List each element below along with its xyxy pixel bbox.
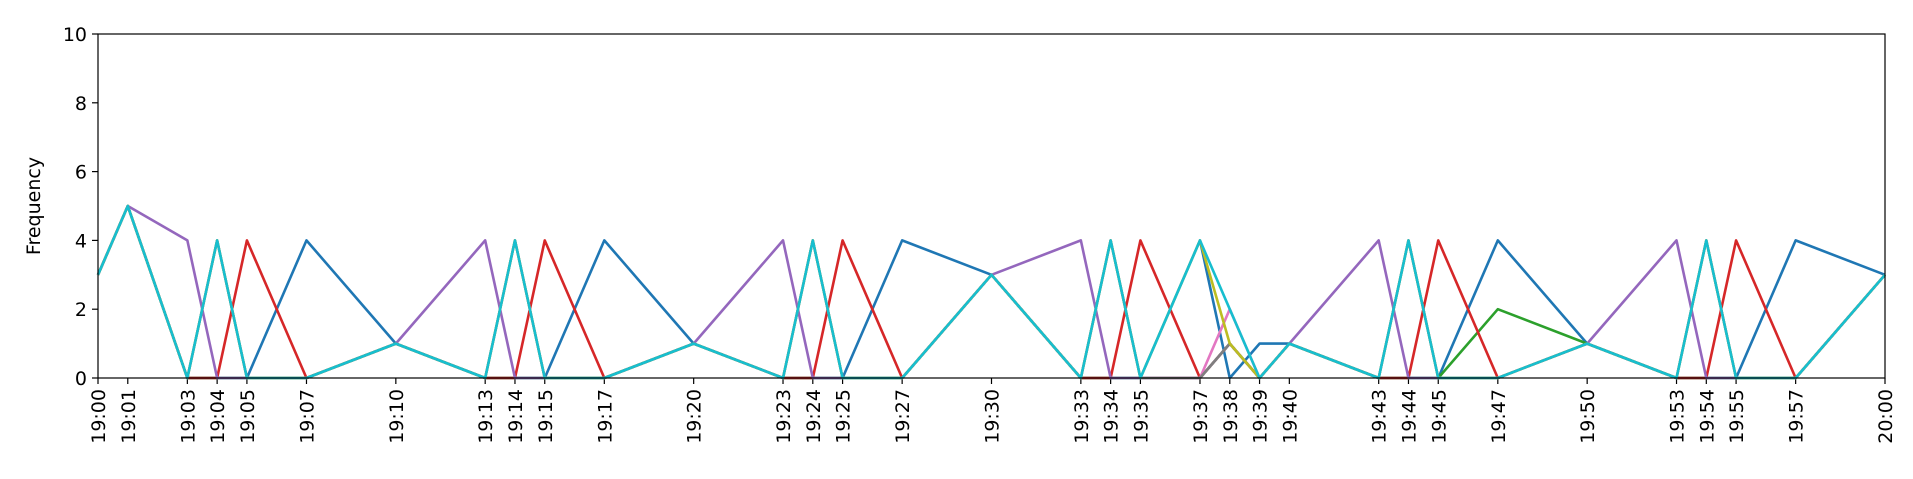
x-tick-label: 19:23 <box>773 389 795 444</box>
x-tick-label: 19:24 <box>803 389 825 444</box>
x-tick-label: 19:34 <box>1101 389 1123 444</box>
series-line <box>96 204 1886 380</box>
series-line <box>96 204 1886 380</box>
x-tick-label: 19:15 <box>535 389 557 444</box>
series-line <box>96 204 1886 380</box>
x-tick-label: 19:10 <box>386 389 408 444</box>
x-tick-label: 19:53 <box>1667 389 1689 444</box>
x-tick-label: 19:47 <box>1488 389 1510 444</box>
x-tick-label: 19:57 <box>1786 389 1808 444</box>
y-tick-label: 8 <box>75 93 87 115</box>
x-tick-label: 19:40 <box>1279 389 1301 444</box>
x-tick-label: 20:00 <box>1875 389 1897 444</box>
x-tick-label: 19:44 <box>1398 389 1420 444</box>
x-tick-label: 19:07 <box>296 389 318 444</box>
plot-frame <box>97 33 1886 379</box>
x-tick-label: 19:37 <box>1190 389 1212 444</box>
x-tick-label: 19:04 <box>207 389 229 444</box>
x-tick-label: 19:17 <box>594 389 616 444</box>
y-tick-label: 4 <box>75 230 87 252</box>
x-tick-label: 19:39 <box>1250 389 1272 444</box>
series-line <box>96 204 1886 380</box>
x-tick-label: 19:20 <box>684 389 706 444</box>
y-tick-label: 6 <box>75 162 87 184</box>
y-tick-label: 0 <box>75 368 87 390</box>
y-tick-label: 2 <box>75 299 87 321</box>
x-tick-label: 19:14 <box>505 389 527 444</box>
x-tick-label: 19:03 <box>177 389 199 444</box>
x-tick-label: 19:27 <box>892 389 914 444</box>
x-tick-label: 19:05 <box>237 389 259 444</box>
y-axis-label: Frequency <box>23 157 45 255</box>
x-tick-label: 19:01 <box>118 389 140 444</box>
x-tick-label: 19:54 <box>1696 389 1718 444</box>
series-line <box>96 204 1886 380</box>
x-tick-label: 19:45 <box>1428 389 1450 444</box>
x-tick-label: 19:33 <box>1071 389 1093 444</box>
x-tick-label: 19:35 <box>1130 389 1152 444</box>
series-line <box>96 204 1886 380</box>
x-tick-label: 19:55 <box>1726 389 1748 444</box>
series-line <box>96 204 1886 380</box>
x-tick-label: 19:00 <box>88 389 110 444</box>
x-tick-label: 19:50 <box>1577 389 1599 444</box>
x-tick-label: 19:30 <box>982 389 1004 444</box>
x-tick-label: 19:25 <box>833 389 855 444</box>
x-tick-label: 19:13 <box>475 389 497 444</box>
y-tick-label: 10 <box>63 24 87 46</box>
x-tick-label: 19:43 <box>1369 389 1391 444</box>
series-line <box>96 204 1886 380</box>
x-tick-label: 19:38 <box>1220 389 1242 444</box>
